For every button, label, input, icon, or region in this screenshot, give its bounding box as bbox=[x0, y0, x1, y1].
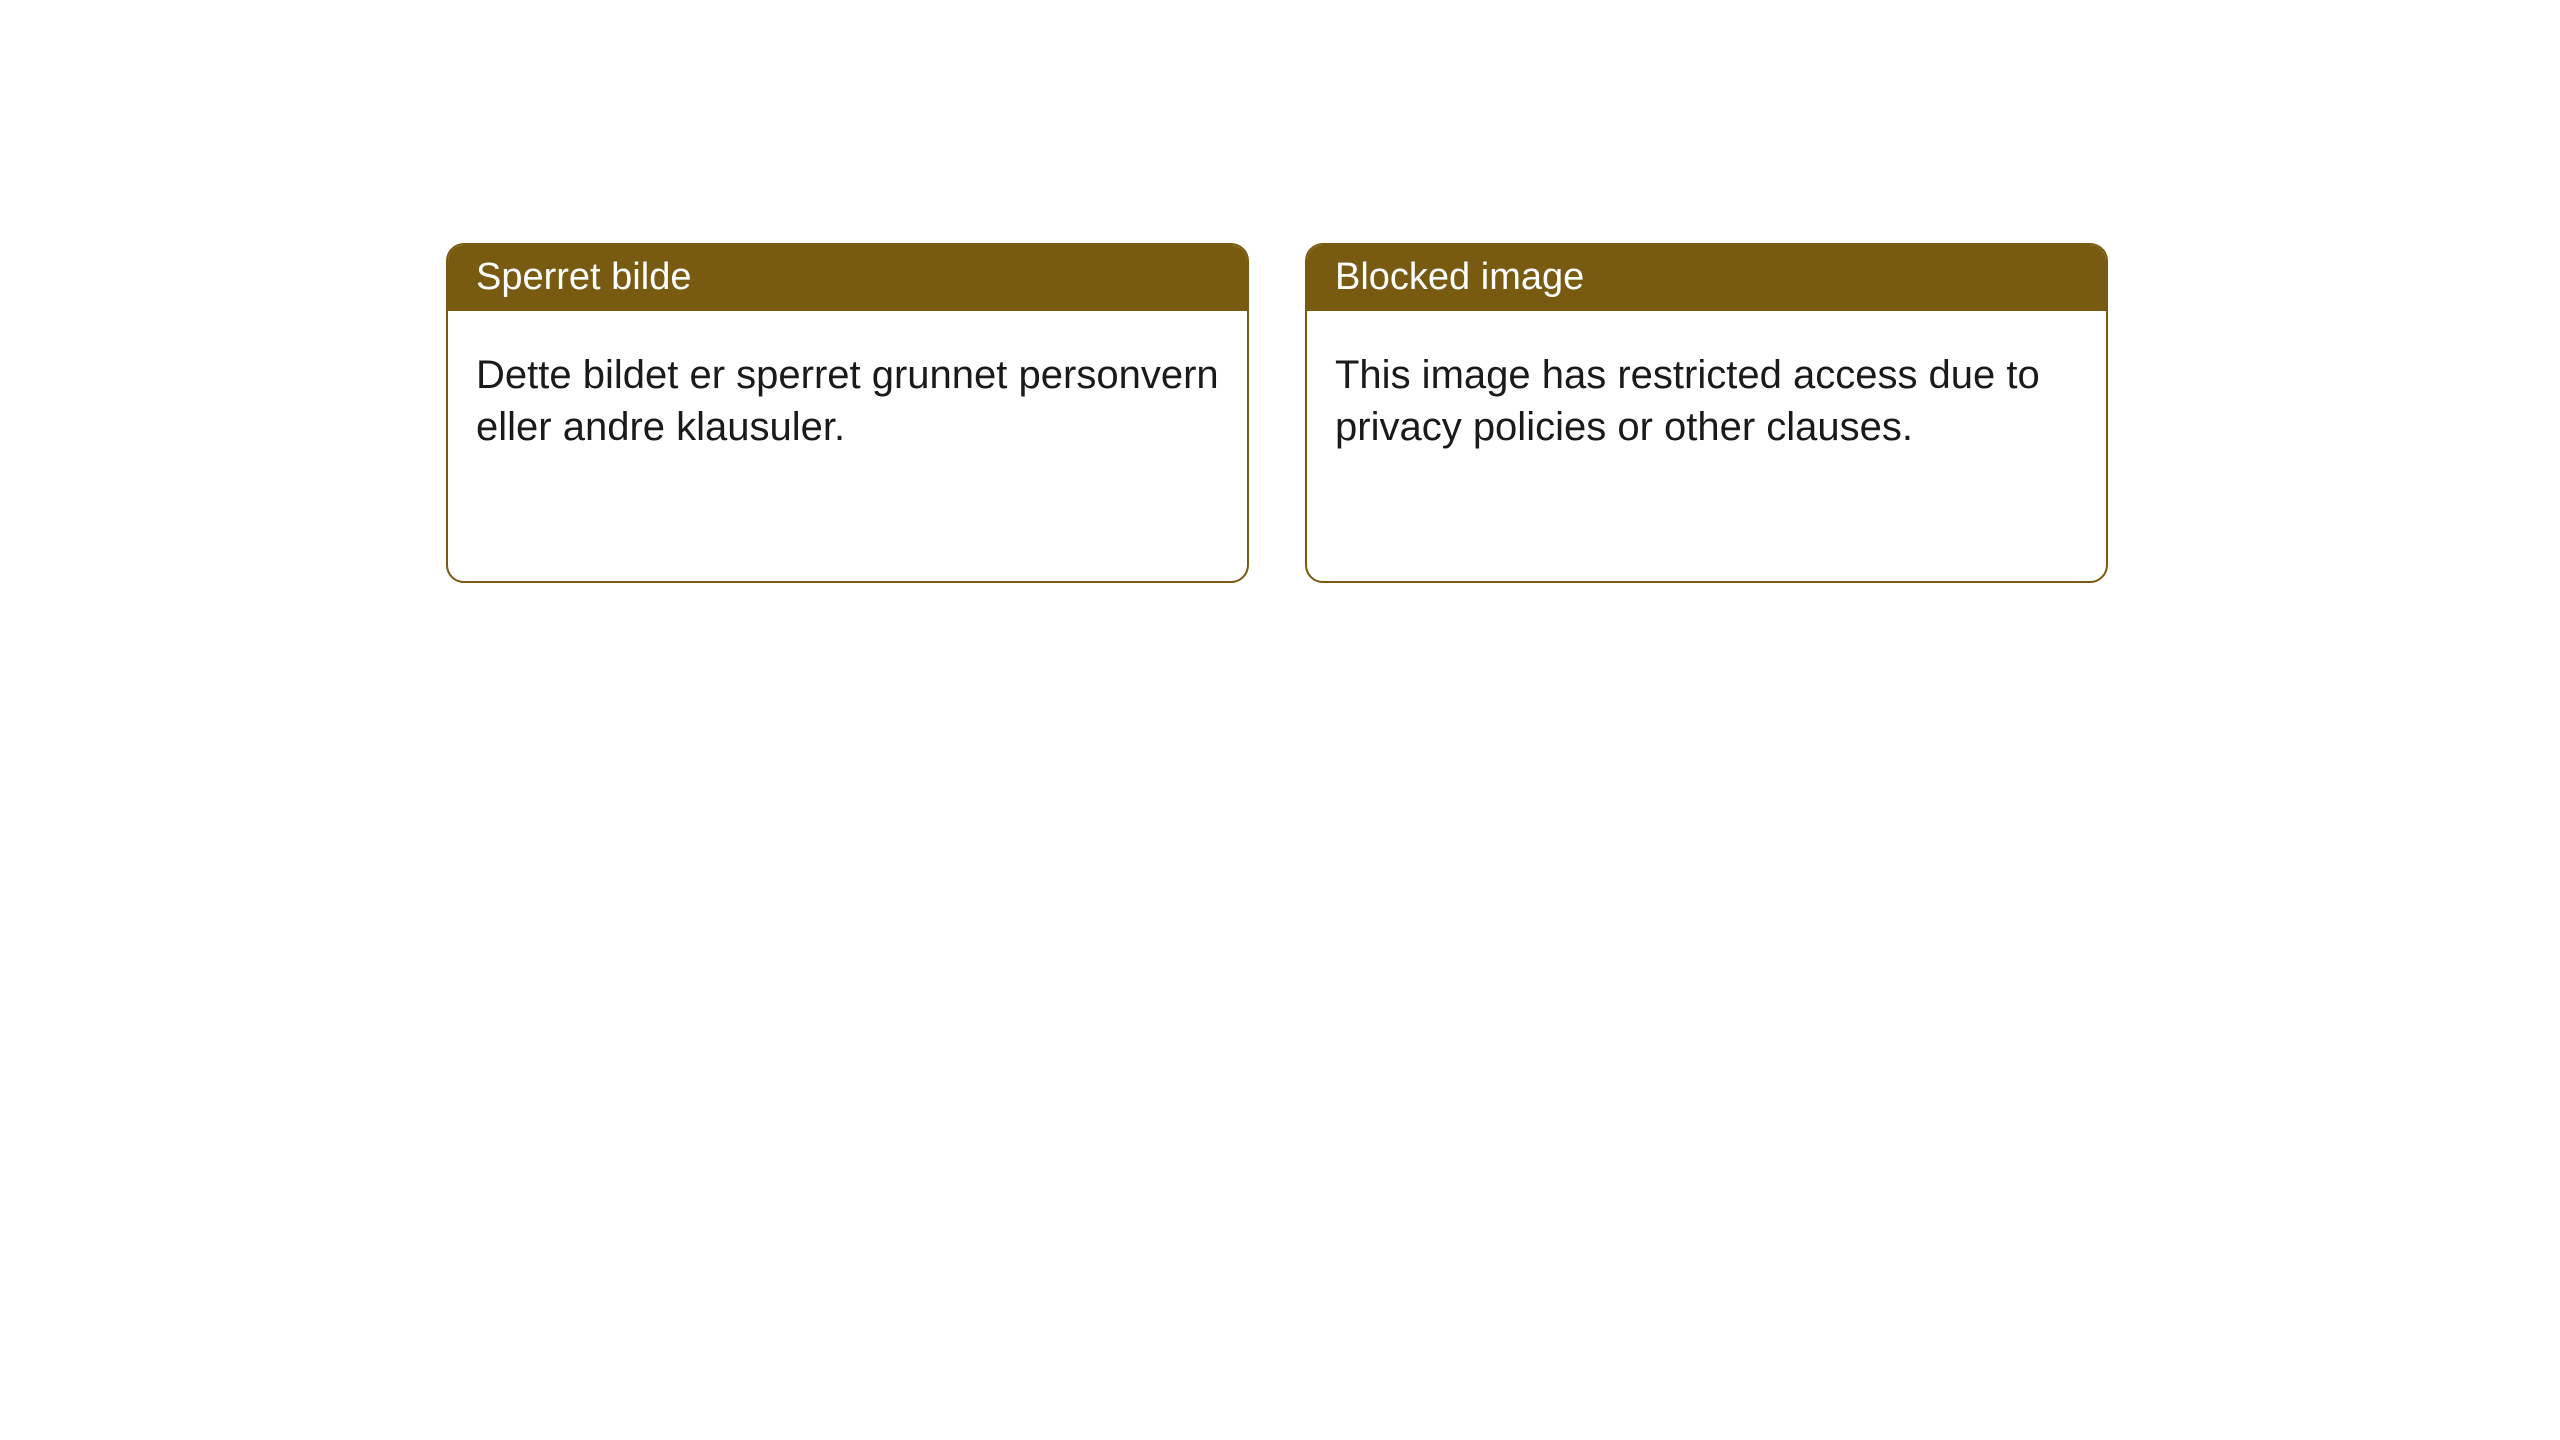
notice-card-english: Blocked image This image has restricted … bbox=[1305, 243, 2108, 583]
notice-body-text: This image has restricted access due to … bbox=[1335, 353, 2040, 449]
notice-card-header: Sperret bilde bbox=[448, 245, 1247, 311]
notice-body-text: Dette bildet er sperret grunnet personve… bbox=[476, 353, 1219, 449]
notice-container: Sperret bilde Dette bildet er sperret gr… bbox=[0, 0, 2560, 583]
notice-card-header: Blocked image bbox=[1307, 245, 2106, 311]
notice-card-norwegian: Sperret bilde Dette bildet er sperret gr… bbox=[446, 243, 1249, 583]
notice-title: Sperret bilde bbox=[476, 256, 691, 298]
notice-card-body: Dette bildet er sperret grunnet personve… bbox=[448, 311, 1247, 581]
notice-title: Blocked image bbox=[1335, 256, 1584, 298]
notice-card-body: This image has restricted access due to … bbox=[1307, 311, 2106, 581]
